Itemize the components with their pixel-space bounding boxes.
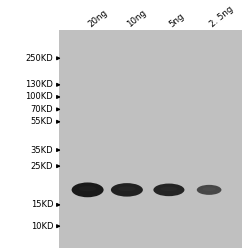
Text: 70KD: 70KD bbox=[31, 105, 53, 114]
Ellipse shape bbox=[197, 185, 221, 195]
Text: 2. 5ng: 2. 5ng bbox=[208, 4, 235, 29]
Ellipse shape bbox=[153, 184, 184, 196]
Ellipse shape bbox=[118, 186, 136, 191]
Text: 10ng: 10ng bbox=[126, 8, 148, 29]
Ellipse shape bbox=[72, 182, 104, 197]
Text: 100KD: 100KD bbox=[25, 92, 53, 102]
Text: 250KD: 250KD bbox=[25, 54, 53, 63]
Text: 5ng: 5ng bbox=[168, 11, 186, 29]
Text: 35KD: 35KD bbox=[31, 146, 53, 154]
Ellipse shape bbox=[111, 183, 143, 196]
Ellipse shape bbox=[79, 186, 96, 191]
Text: 130KD: 130KD bbox=[25, 80, 53, 89]
Text: 20ng: 20ng bbox=[86, 8, 109, 29]
Text: 55KD: 55KD bbox=[31, 117, 53, 126]
Text: 25KD: 25KD bbox=[31, 162, 53, 171]
Text: 10KD: 10KD bbox=[31, 222, 53, 231]
Ellipse shape bbox=[202, 187, 216, 191]
Text: 15KD: 15KD bbox=[31, 200, 53, 209]
Bar bbox=[59, 30, 242, 248]
Ellipse shape bbox=[160, 187, 177, 191]
